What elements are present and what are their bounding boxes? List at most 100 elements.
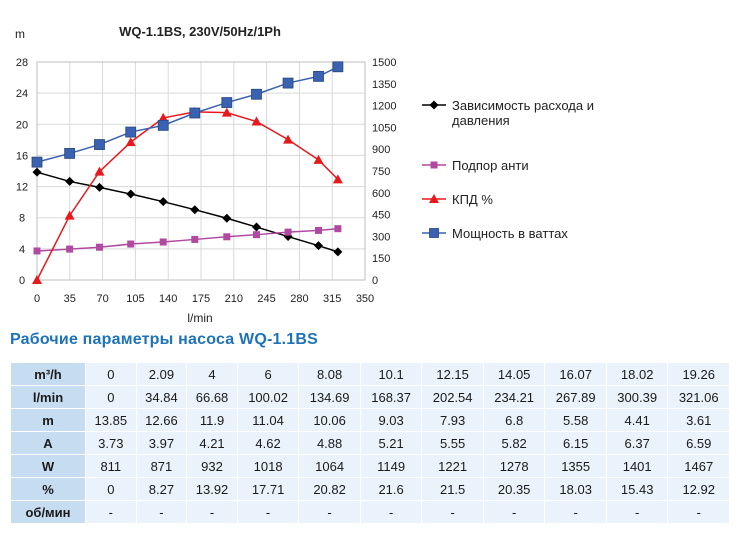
data-point (313, 70, 324, 82)
table-cell: 5.58 (544, 408, 607, 432)
y-tick-label: 8 (19, 213, 25, 225)
row-header: % (10, 477, 86, 501)
table-cell: 1467 (667, 454, 730, 478)
row-header: A (10, 431, 86, 455)
table-cell: 134.69 (298, 385, 361, 409)
data-point (94, 139, 105, 150)
table-cell: 10.1 (359, 362, 423, 386)
table-cell: 16.07 (544, 362, 607, 386)
table-cell: 5.55 (421, 431, 484, 455)
data-point (64, 210, 75, 220)
data-point (33, 247, 41, 255)
y-tick-label: 4 (19, 244, 25, 256)
table-cell: 9.03 (359, 408, 423, 432)
data-point (332, 174, 343, 184)
data-point (223, 233, 231, 241)
data-point (125, 126, 137, 138)
table-cell: - (421, 500, 484, 524)
data-point (251, 88, 262, 100)
data-point (31, 156, 43, 168)
y2-tick-label: 1050 (372, 122, 396, 134)
table-cell: - (544, 500, 607, 524)
y-tick-label: 20 (16, 119, 28, 131)
legend-label: Подпор анти (452, 158, 529, 173)
data-point (64, 148, 76, 159)
x-tick-label: 140 (159, 293, 177, 305)
table-cell: 12.66 (135, 408, 188, 432)
table-cell: 932 (186, 454, 238, 478)
series-2 (32, 106, 343, 284)
table-cell: 3.61 (667, 408, 730, 432)
table-cell: - (605, 500, 669, 524)
table-cell: 66.68 (186, 385, 238, 409)
series-layer (31, 61, 344, 284)
table-cell: 14.05 (482, 362, 546, 386)
table-cell: 300.39 (605, 385, 669, 409)
y-tick-label: 28 (16, 57, 28, 69)
table-cell: 2.09 (135, 362, 188, 386)
legend-item-power: Мощность в ваттах (422, 226, 622, 260)
series-line (36, 111, 339, 281)
table-cell: 6.37 (605, 431, 669, 455)
table-cell: 20.35 (482, 477, 546, 501)
chart-legend: Зависимость расхода и давления Подпор ан… (422, 98, 622, 260)
data-point (282, 77, 294, 89)
data-point (332, 61, 344, 73)
data-point (190, 205, 200, 215)
y2-tick-labels: 0 150 300 450 600 750 900 1050 1200 1350 1500 (372, 57, 396, 287)
data-point (251, 116, 262, 126)
data-point (94, 182, 104, 192)
series-3 (31, 61, 344, 168)
data-point (334, 225, 342, 233)
table-cell: 4.21 (186, 431, 238, 455)
table-row: m 13.85 12.66 11.9 11.04 10.06 9.03 7.93 6.8 5.58… (10, 408, 730, 432)
table-cell: 21.5 (421, 477, 484, 501)
y2-tick-label: 600 (372, 188, 390, 200)
data-point (252, 231, 260, 239)
table-cell: 11.04 (236, 408, 300, 432)
table-cell: 8.08 (298, 362, 361, 386)
legend-triangle-marker (422, 194, 446, 203)
series-1 (33, 225, 342, 255)
y-tick-label: 12 (16, 182, 28, 194)
table-cell: 10.06 (298, 408, 361, 432)
table-cell: 168.37 (359, 385, 423, 409)
data-point (191, 235, 199, 243)
x-tick-labels: 0 35 70 105 140 175 210 245 280 315 350 (34, 293, 374, 305)
x-tick-label: 70 (96, 293, 108, 305)
table-cell: 202.54 (421, 385, 484, 409)
data-point (127, 240, 135, 248)
table-cell: 6.15 (544, 431, 607, 455)
data-point (65, 176, 75, 186)
table-cell: 7.93 (421, 408, 484, 432)
y-axis-label: m (15, 27, 25, 41)
x-tick-label: 0 (34, 293, 40, 305)
table-cell: 12.92 (667, 477, 730, 501)
table-cell: 15.43 (605, 477, 669, 501)
table-cell: - (667, 500, 730, 524)
table-cell: 18.02 (605, 362, 669, 386)
legend-square-marker (422, 228, 446, 238)
data-point (222, 213, 232, 223)
data-point (315, 226, 323, 234)
table-cell: 267.89 (544, 385, 607, 409)
series-line (36, 227, 338, 252)
y2-tick-label: 0 (372, 275, 378, 287)
table-cell: - (482, 500, 546, 524)
data-point (95, 243, 103, 251)
table-cell: 1278 (482, 454, 546, 478)
table-cell: 1355 (544, 454, 607, 478)
table-cell: 3.73 (85, 431, 137, 455)
parameters-table: m³/h 0 2.09 4 6 8.08 10.1 12.15 14.05 16.07 18.02 1… (10, 362, 730, 524)
table-cell: 811 (85, 454, 137, 478)
legend-item-backpressure: Подпор анти (422, 158, 622, 192)
row-header: l/min (10, 385, 86, 409)
data-point (94, 166, 105, 176)
legend-square-marker (422, 161, 446, 169)
table-cell: - (85, 500, 137, 524)
y2-tick-label: 450 (372, 210, 390, 222)
y-tick-label: 16 (16, 150, 28, 162)
y2-tick-label: 1350 (372, 79, 396, 91)
pump-curve-chart: WQ-1.1BS, 230V/50Hz/1Ph m l/min 0 35 70 105… (15, 24, 396, 325)
chart-title: WQ-1.1BS, 230V/50Hz/1Ph (119, 24, 281, 39)
